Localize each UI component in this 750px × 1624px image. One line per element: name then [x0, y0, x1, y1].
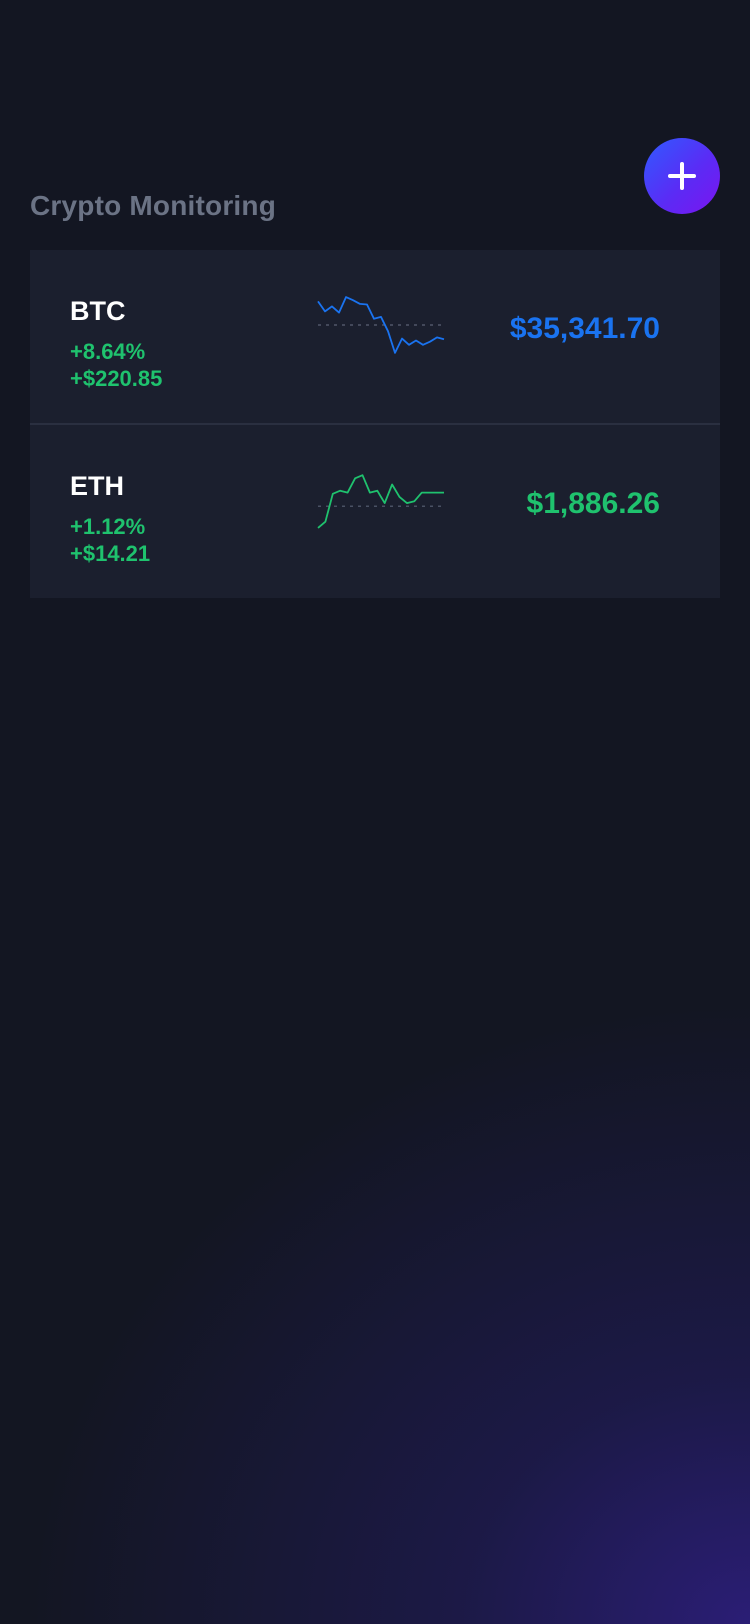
plus-icon [668, 162, 696, 190]
change-amount: +$220.85 [70, 366, 163, 391]
page-title: Crypto Monitoring [30, 190, 277, 221]
coin-symbol: BTC [70, 296, 126, 326]
coin-list: BTC +8.64% +$220.85 $35,341.70 ETH +1.12… [30, 250, 720, 598]
sparkline-chart [317, 296, 445, 354]
sparkline-chart [317, 474, 444, 529]
coin-card-btc[interactable]: BTC +8.64% +$220.85 $35,341.70 [30, 250, 720, 423]
sparkline-line [317, 474, 444, 529]
add-coin-button[interactable] [644, 138, 720, 214]
coin-price: $1,886.26 [526, 487, 660, 520]
sparkline-line [317, 296, 445, 354]
change-amount: +$14.21 [70, 541, 151, 566]
change-percent: +8.64% [70, 339, 146, 364]
change-percent: +1.12% [70, 514, 146, 539]
coin-card-eth[interactable]: ETH +1.12% +$14.21 $1,886.26 [30, 423, 720, 598]
coin-price: $35,341.70 [509, 312, 660, 345]
coin-symbol: ETH [70, 471, 124, 501]
